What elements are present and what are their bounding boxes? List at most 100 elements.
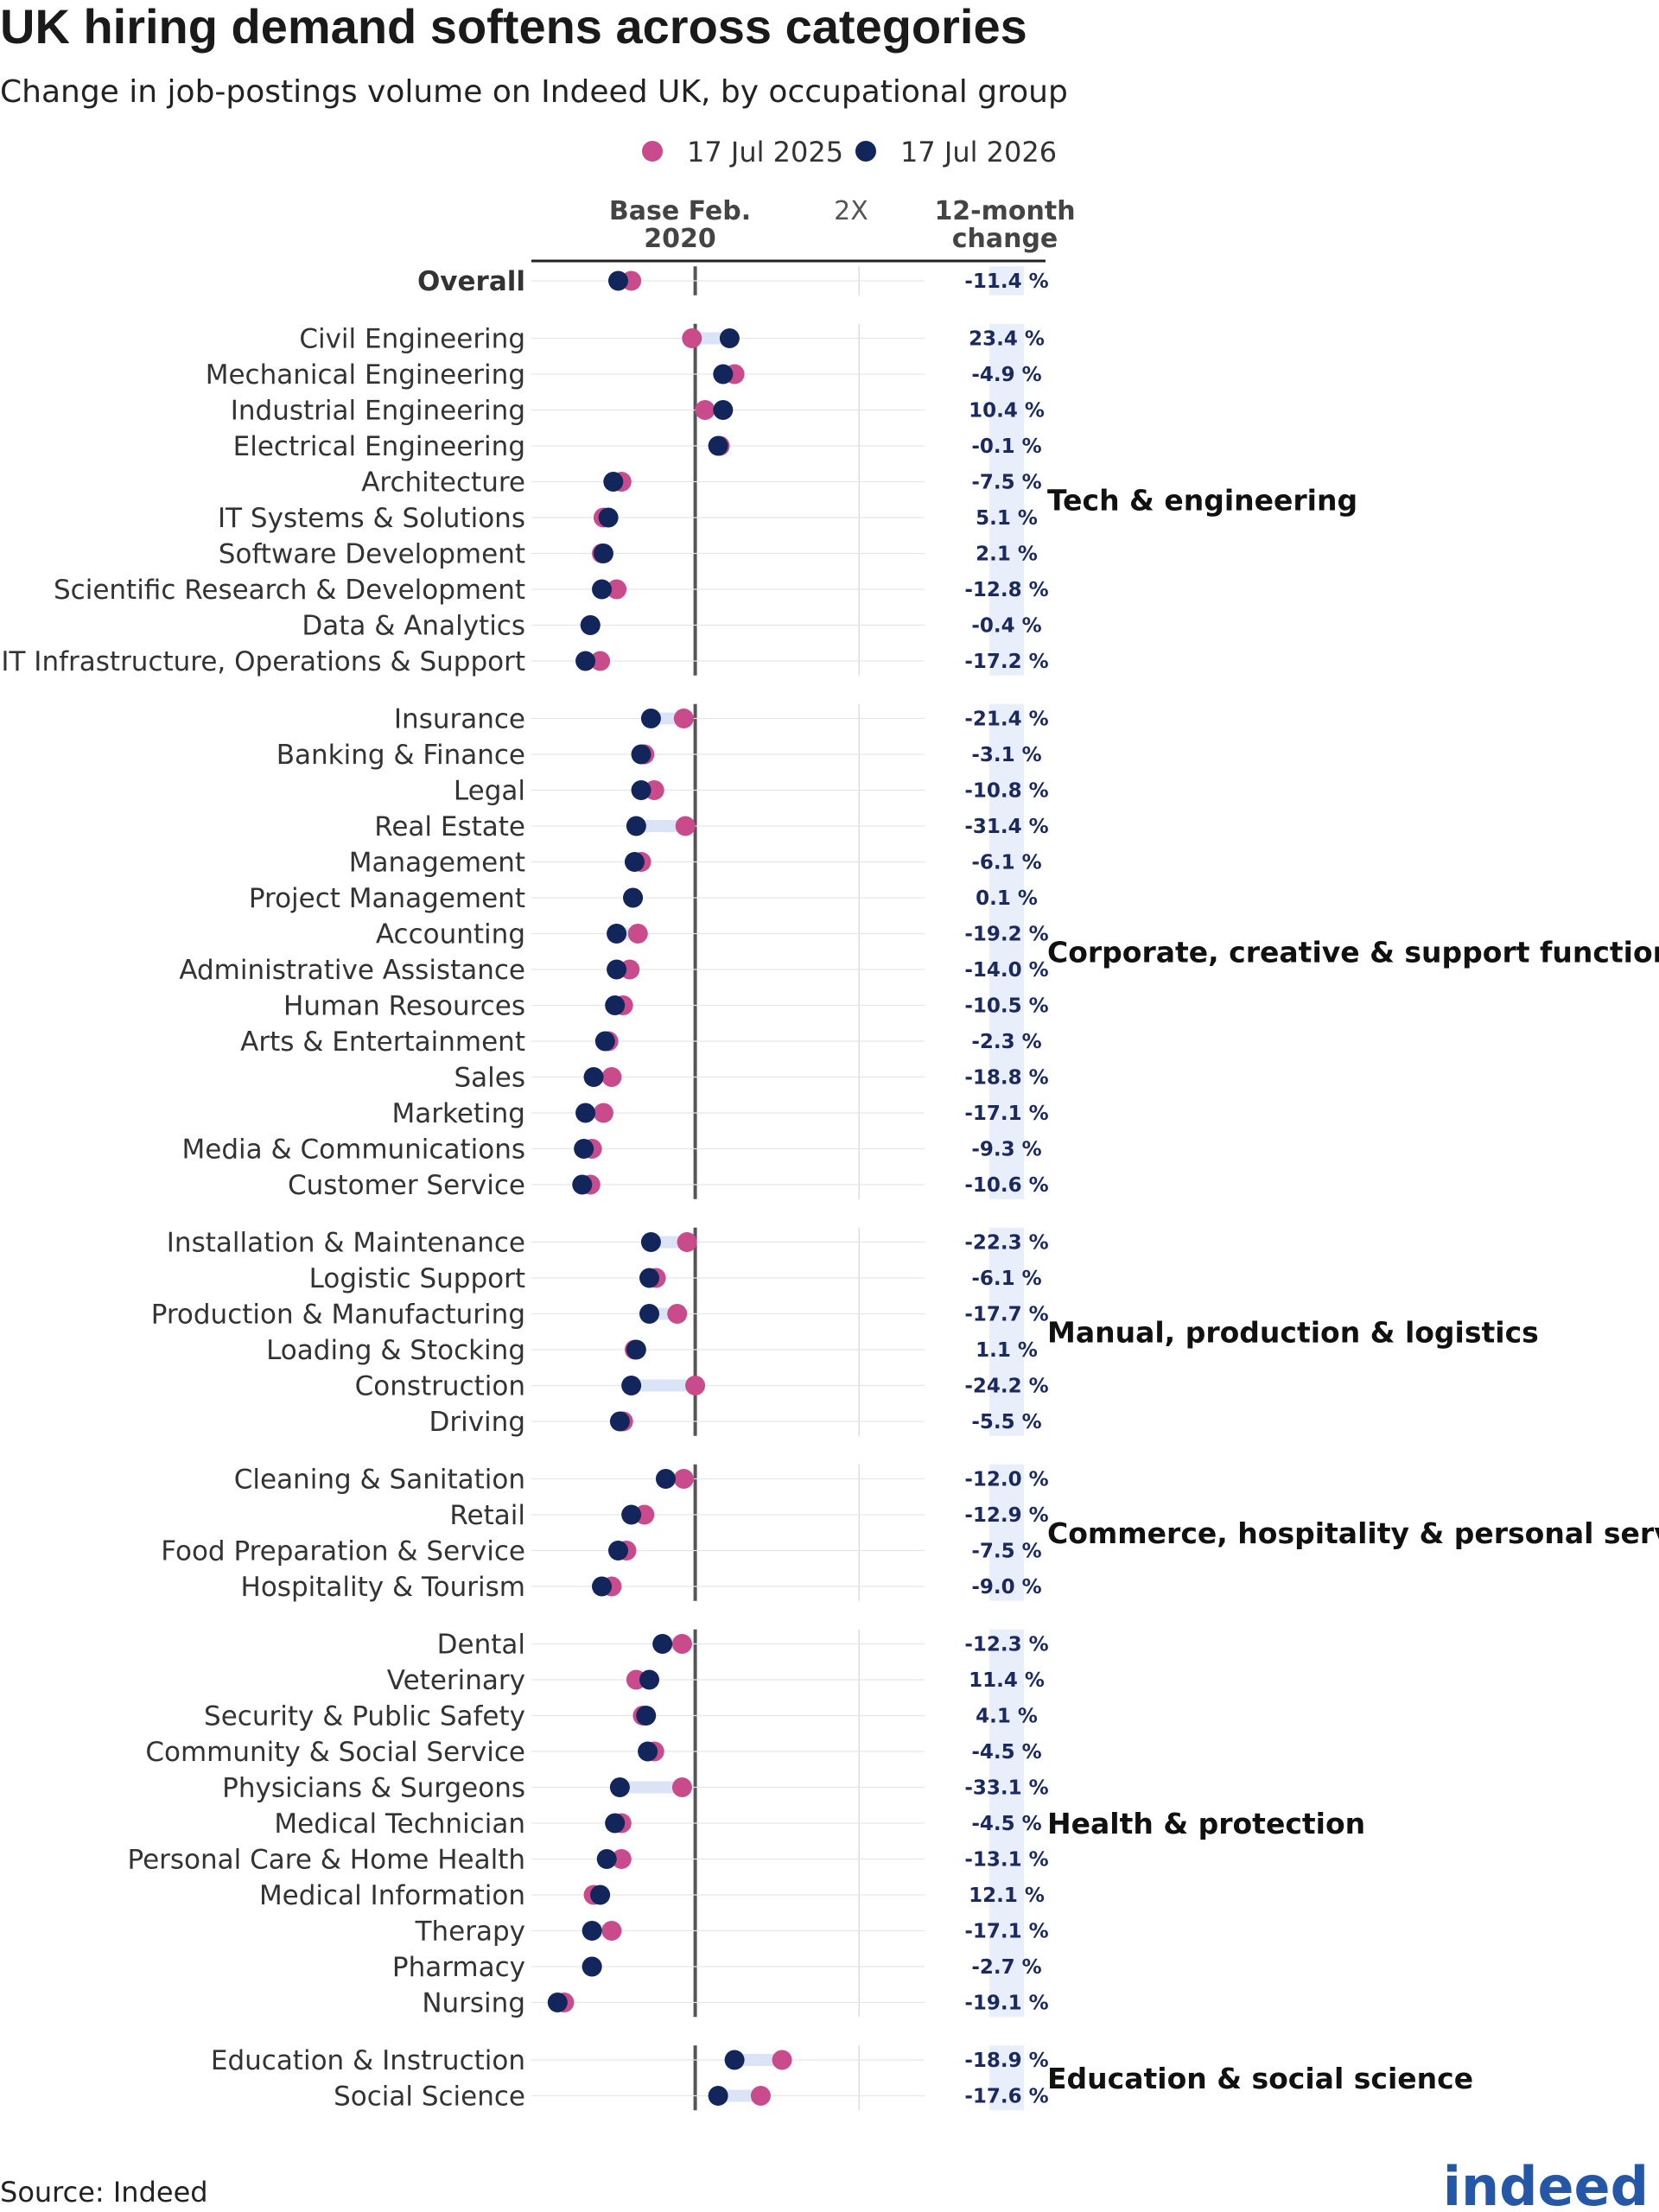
category-label: IT Systems & Solutions: [218, 503, 525, 534]
category-label: Industrial Engineering: [231, 396, 525, 427]
change-band: [989, 1227, 1024, 1436]
chart-subtitle: Change in job-postings volume on Indeed …: [0, 74, 1068, 110]
category-label: Logistic Support: [309, 1263, 525, 1294]
change-value: 2.1 %: [976, 543, 1038, 566]
category-label: Sales: [454, 1063, 525, 1094]
two-x-header: 2X: [834, 196, 868, 226]
dot-2026: [621, 1376, 642, 1395]
dot-2025: [695, 400, 715, 420]
logo-wordmark: indeed: [1443, 2155, 1649, 2212]
dot-2026: [607, 959, 627, 980]
change-value: 1.1 %: [976, 1339, 1038, 1362]
dot-2026: [655, 1469, 676, 1489]
category-label: Construction: [355, 1371, 525, 1402]
change-value: -9.3 %: [971, 1139, 1041, 1161]
dot-2026: [580, 615, 601, 635]
change-value: -9.0 %: [971, 1576, 1041, 1599]
dot-2026: [626, 816, 646, 836]
change-band: [989, 266, 1024, 296]
dot-2025: [675, 816, 696, 836]
category-label: Administrative Assistance: [179, 955, 525, 986]
category-label: Media & Communications: [182, 1135, 525, 1166]
dot-2025: [590, 651, 611, 671]
category-label: Medical Technician: [274, 1808, 525, 1840]
category-label: Medical Information: [259, 1880, 525, 1911]
change-value: -22.3 %: [964, 1232, 1048, 1255]
dot-2026: [607, 1541, 628, 1560]
category-label: Therapy: [415, 1916, 525, 1948]
category-label: Customer Service: [288, 1170, 525, 1201]
change-value: -17.1 %: [964, 1921, 1048, 1943]
group-label: Corporate, creative & support functions: [1047, 935, 1659, 969]
category-label: Personal Care & Home Health: [128, 1845, 526, 1876]
plot-area: Tech & engineering Corporate, creative & …: [1, 266, 1659, 2113]
change-value: -12.8 %: [964, 579, 1048, 601]
column-header: Base Feb. 2020 2X 12-month change: [531, 196, 1076, 263]
dot-2026: [708, 435, 728, 456]
category-label: Legal: [454, 776, 525, 807]
change-value: -18.8 %: [964, 1067, 1048, 1090]
dot-2026: [593, 543, 613, 563]
category-label: Project Management: [249, 883, 525, 914]
dot-2026: [607, 270, 628, 291]
category-label: Insurance: [394, 704, 525, 735]
category-label: Hospitality & Tourism: [241, 1572, 525, 1603]
change-value: -3.1 %: [971, 744, 1041, 766]
dot-2025: [671, 1634, 692, 1654]
group-label: Health & protection: [1047, 1807, 1365, 1840]
change-value: -19.2 %: [964, 924, 1048, 946]
dot-2026: [631, 744, 652, 765]
category-label: Civil Engineering: [299, 324, 525, 355]
dot-2026: [605, 1813, 626, 1834]
legend-dot-2026: [855, 141, 876, 162]
source-note: Source: Indeed: [0, 2176, 208, 2209]
category-label: Pharmacy: [392, 1952, 525, 1983]
change-value: -6.1 %: [971, 1268, 1041, 1290]
category-label: Nursing: [422, 1988, 525, 2019]
dot-2026: [626, 1339, 646, 1360]
dot-2025: [671, 1777, 692, 1797]
dot-2026: [592, 1576, 613, 1597]
change-value: -13.1 %: [964, 1849, 1048, 1872]
dot-2025: [627, 924, 648, 944]
change-value: -4.5 %: [971, 1741, 1041, 1764]
change-value: -11.4 %: [964, 270, 1048, 293]
category-label: Retail: [449, 1500, 525, 1531]
dot-2026: [582, 1956, 602, 1977]
category-label: Dental: [437, 1630, 525, 1661]
change-value: -10.6 %: [964, 1174, 1048, 1197]
category-label: Marketing: [391, 1098, 525, 1129]
legend: 17 Jul 2025 17 Jul 2026: [642, 136, 1057, 168]
dot-2026: [713, 400, 734, 420]
dot-2026: [639, 1669, 659, 1690]
dot-2025: [611, 1849, 632, 1869]
change-value: -33.1 %: [964, 1777, 1048, 1800]
change-value: -7.5 %: [971, 472, 1041, 494]
category-label: Cleaning & Sanitation: [234, 1465, 525, 1496]
dot-2026: [607, 924, 627, 944]
dot-2025: [677, 1232, 697, 1252]
change-value: -6.1 %: [971, 852, 1041, 874]
dot-2026: [590, 1885, 611, 1905]
base-header-line2: 2020: [644, 224, 716, 254]
dot-2026: [623, 887, 644, 908]
dot-2026: [572, 1174, 593, 1195]
category-label: Physicians & Surgeons: [222, 1773, 525, 1804]
group-label: Manual, production & logistics: [1047, 1315, 1539, 1349]
category-label: Installation & Maintenance: [167, 1228, 525, 1259]
change-value: 12.1 %: [969, 1885, 1045, 1907]
category-label: Real Estate: [374, 811, 525, 842]
dot-2026: [575, 1103, 596, 1123]
change-value: -12.9 %: [964, 1504, 1048, 1527]
change-value: -12.3 %: [964, 1634, 1048, 1656]
change-value: 4.1 %: [976, 1706, 1038, 1728]
category-label: Scientific Research & Development: [54, 575, 525, 606]
indeed-logo: indeed: [1443, 2155, 1649, 2212]
dot-2025: [601, 1067, 622, 1087]
category-label: Arts & Entertainment: [240, 1027, 525, 1058]
category-label: Social Science: [334, 2082, 525, 2113]
dot-2025: [673, 1469, 694, 1489]
dot-2026: [713, 364, 734, 385]
dot-2026: [609, 1777, 630, 1797]
